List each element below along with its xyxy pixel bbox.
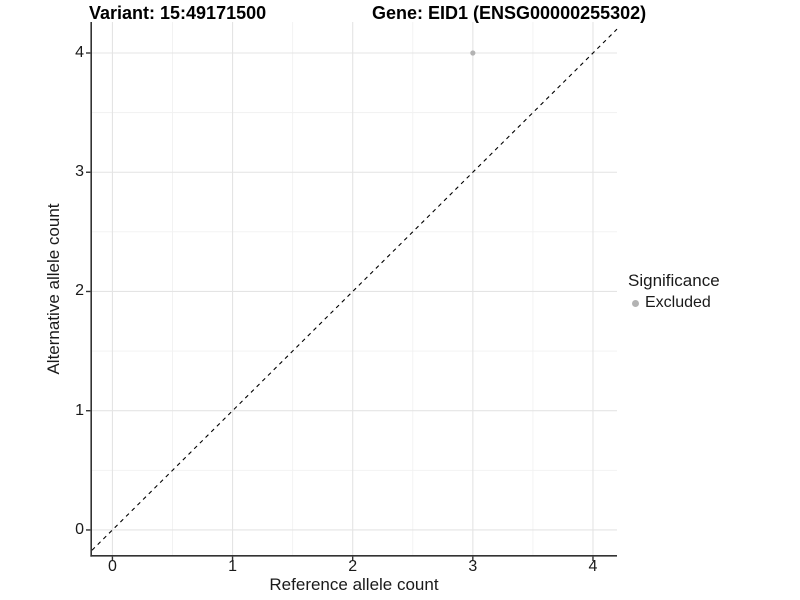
- x-tick-label: 3: [468, 558, 478, 575]
- x-axis-title: Reference allele count: [269, 575, 439, 594]
- legend-items: Excluded: [628, 294, 720, 312]
- y-axis-title: Alternative allele count: [44, 203, 63, 375]
- x-tick-label: 2: [348, 558, 358, 575]
- x-tick-label: 0: [107, 558, 117, 575]
- y-tick-label: 2: [75, 282, 84, 300]
- legend-item: Excluded: [628, 294, 720, 312]
- y-tick-label: 4: [75, 44, 84, 61]
- legend-key-dot-icon: [632, 299, 639, 307]
- plot-title-gene: Gene: EID1 (ENSG00000255302): [372, 3, 647, 23]
- legend-title: Significance: [628, 271, 720, 290]
- y-tick-label: 3: [75, 163, 84, 181]
- x-tick-label: 4: [588, 558, 598, 575]
- plot-title-variant: Variant: 15:49171500: [89, 3, 267, 23]
- data-point: [470, 50, 476, 56]
- legend-item-label: Excluded: [645, 294, 711, 311]
- y-tick-label: 0: [75, 520, 84, 538]
- identity-dashed-line: [91, 28, 618, 551]
- legend: Significance Excluded: [628, 271, 720, 312]
- y-tick-label: 1: [75, 401, 84, 419]
- x-tick-label: 1: [228, 558, 237, 575]
